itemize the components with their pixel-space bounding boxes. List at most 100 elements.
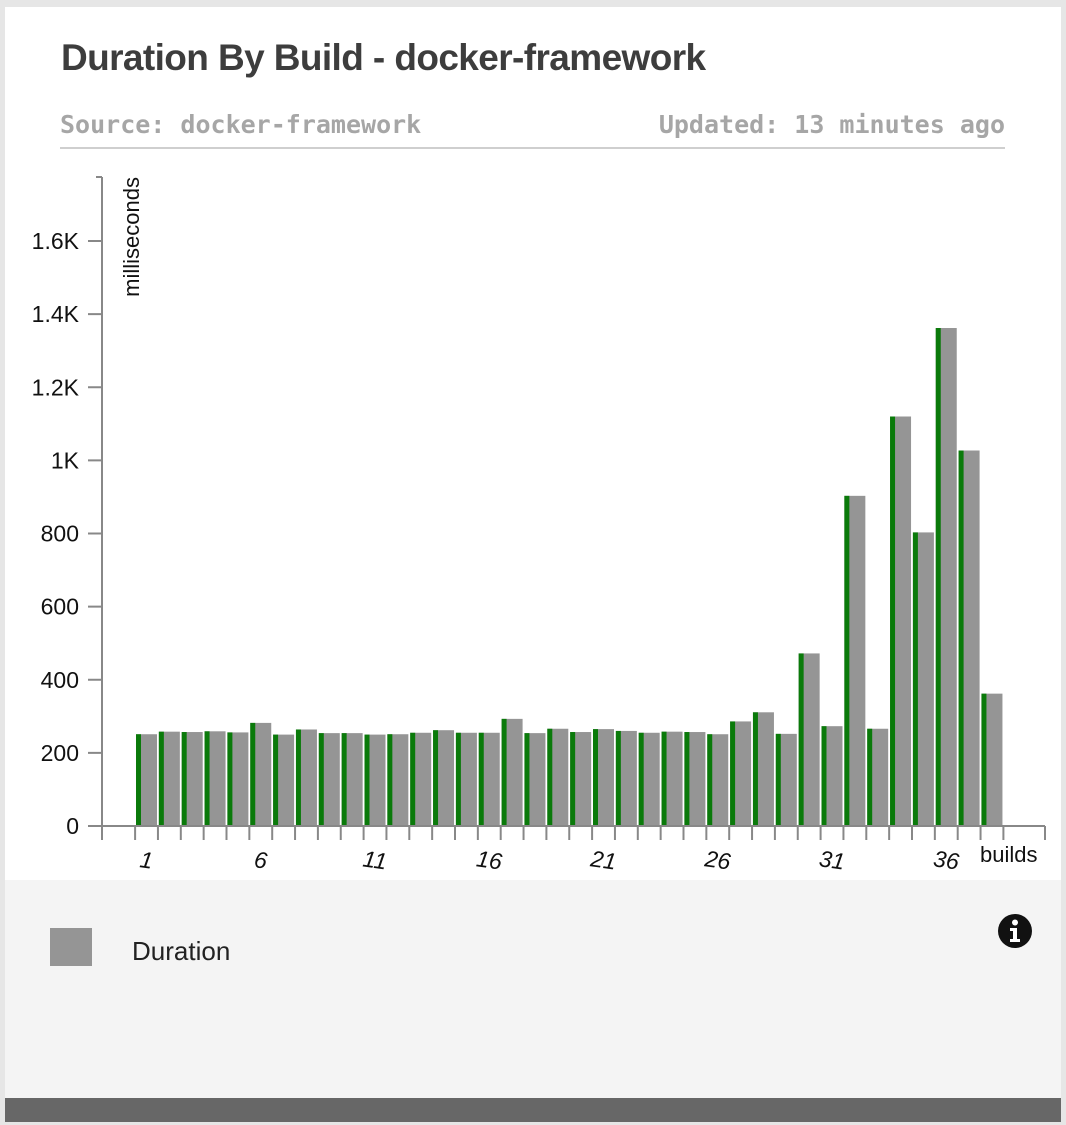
bar	[455, 732, 477, 826]
bar-accent	[958, 450, 964, 826]
bar-accent	[524, 733, 530, 826]
y-tick-label: 1K	[51, 447, 80, 473]
bar	[890, 416, 912, 826]
bar-accent	[775, 733, 781, 826]
bar-accent	[295, 729, 301, 826]
bar	[684, 732, 706, 826]
bar-accent	[844, 495, 850, 826]
bar	[181, 732, 203, 826]
bottom-bar	[5, 1098, 1061, 1122]
x-tick-label: 31	[818, 845, 847, 874]
chart-meta: Source: docker-framework Updated: 13 min…	[60, 107, 1005, 149]
bar	[433, 730, 455, 826]
bar-accent	[821, 726, 827, 826]
chart-title: Duration By Build - docker-framework	[61, 37, 706, 78]
bar-accent	[547, 728, 553, 826]
bar-accent	[433, 730, 439, 826]
bar-accent	[615, 730, 621, 826]
x-tick-label: 26	[702, 845, 732, 874]
bar	[204, 731, 226, 826]
bar-accent	[661, 731, 667, 826]
x-tick-label: 16	[475, 845, 504, 874]
bar	[661, 731, 683, 826]
bar-accent	[227, 732, 233, 826]
bar	[730, 721, 752, 826]
bar	[867, 728, 889, 826]
bar-accent	[410, 732, 416, 826]
x-tick-label: 36	[932, 845, 961, 874]
bar	[136, 734, 157, 826]
legend-area: Duration	[5, 880, 1061, 1098]
bar	[570, 732, 592, 826]
bar	[821, 726, 843, 826]
bar	[227, 732, 249, 826]
legend-label: Duration	[132, 936, 231, 966]
bar	[478, 732, 500, 826]
bar-accent	[684, 732, 690, 826]
bar	[798, 653, 820, 826]
y-tick-label: 1.4K	[32, 301, 80, 327]
y-tick-label: 200	[41, 740, 79, 766]
bar	[935, 328, 957, 826]
legend-swatch	[50, 928, 92, 966]
bar	[958, 450, 980, 826]
bar	[341, 733, 363, 826]
x-tick-label: 11	[361, 845, 388, 874]
bar	[158, 731, 180, 826]
x-axis-title: builds	[980, 842, 1037, 867]
bar	[295, 729, 317, 826]
bar-accent	[273, 734, 279, 826]
bar	[387, 734, 409, 826]
y-tick-label: 600	[41, 594, 79, 620]
bar-accent	[136, 734, 141, 826]
bar-accent	[455, 732, 461, 826]
bar-accent	[912, 532, 918, 826]
info-icon[interactable]	[997, 913, 1033, 949]
bar-accent	[867, 728, 873, 826]
bar	[250, 722, 272, 826]
x-tick-label: 6	[253, 846, 269, 874]
bar-accent	[638, 732, 644, 826]
bar	[844, 495, 866, 826]
bar	[752, 712, 774, 826]
bar-accent	[158, 731, 164, 826]
y-tick-label: 0	[66, 813, 79, 839]
chart-card: Duration By Build - docker-framework Sou…	[5, 7, 1061, 1098]
bar	[524, 733, 546, 826]
bar-accent	[364, 734, 370, 826]
y-tick-label: 400	[41, 667, 79, 693]
bar	[273, 734, 295, 826]
bar-accent	[981, 693, 987, 826]
y-tick-label: 1.2K	[32, 374, 80, 400]
bar-accent	[707, 734, 713, 826]
bar-accent	[730, 721, 736, 826]
bar-accent	[890, 416, 896, 826]
bar	[638, 732, 660, 826]
source-label: Source: docker-framework	[60, 110, 422, 139]
x-tick-label: 1	[138, 846, 154, 874]
bar	[501, 718, 523, 826]
y-axis-title: milliseconds	[119, 177, 144, 297]
bar-accent	[501, 718, 507, 826]
bar	[912, 532, 934, 826]
x-tick-label: 21	[588, 845, 618, 874]
bar	[364, 734, 386, 826]
bar-accent	[181, 732, 187, 826]
bar-accent	[250, 722, 256, 826]
updated-label: Updated: 13 minutes ago	[658, 110, 1005, 139]
bar-accent	[752, 712, 758, 826]
bar	[593, 729, 614, 826]
bar	[615, 730, 637, 826]
bar	[775, 733, 797, 826]
bar	[410, 732, 432, 826]
bar	[981, 693, 1003, 826]
bar-accent	[387, 734, 393, 826]
bar-accent	[798, 653, 804, 826]
bar-accent	[593, 729, 598, 826]
y-tick-label: 1.6K	[32, 228, 80, 254]
bar	[707, 734, 729, 826]
bar-accent	[318, 733, 324, 826]
bar	[547, 728, 569, 826]
y-tick-label: 800	[41, 521, 79, 547]
bar-accent	[935, 328, 941, 826]
